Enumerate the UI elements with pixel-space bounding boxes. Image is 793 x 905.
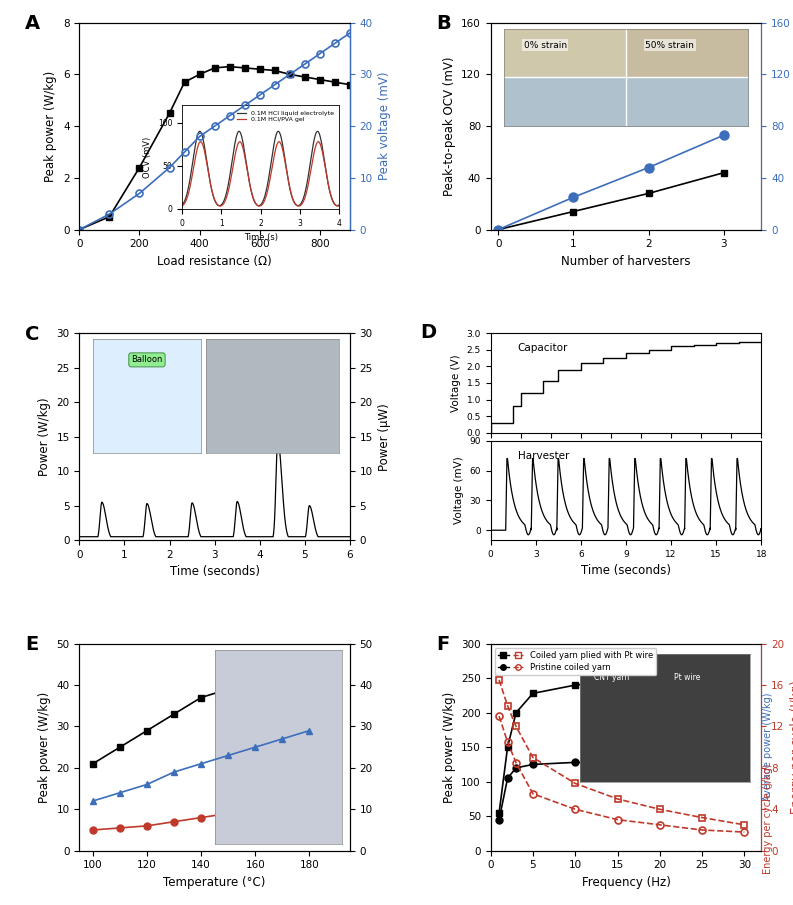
Text: Harvester: Harvester <box>518 451 569 461</box>
X-axis label: Load resistance (Ω): Load resistance (Ω) <box>157 255 272 268</box>
Text: A: A <box>25 14 40 33</box>
Y-axis label: Power (W/kg): Power (W/kg) <box>38 397 51 476</box>
Legend: Coiled yarn plied with Pt wire, Pristine coiled yarn: Coiled yarn plied with Pt wire, Pristine… <box>495 648 657 675</box>
Text: E: E <box>25 635 38 654</box>
Coiled yarn plied with Pt wire <box>570 680 580 691</box>
Y-axis label: Peak-to-peak OCV (mV): Peak-to-peak OCV (mV) <box>442 56 456 195</box>
Coiled yarn plied with Pt wire <box>528 688 538 699</box>
Pristine coiled yarn <box>570 757 580 767</box>
X-axis label: Time (seconds): Time (seconds) <box>170 566 259 578</box>
Y-axis label: Voltage (V): Voltage (V) <box>451 354 461 412</box>
Text: D: D <box>420 323 436 342</box>
Line: Coiled yarn plied with Pt wire: Coiled yarn plied with Pt wire <box>496 672 748 816</box>
Coiled yarn plied with Pt wire <box>697 672 707 682</box>
Text: Average power (W/kg): Average power (W/kg) <box>763 692 773 801</box>
Text: Capacitor: Capacitor <box>518 343 568 353</box>
Coiled yarn plied with Pt wire <box>494 807 504 818</box>
Pristine coiled yarn <box>697 757 707 767</box>
Text: F: F <box>436 635 450 654</box>
Y-axis label: Peak power (W/kg): Peak power (W/kg) <box>38 691 51 803</box>
Y-axis label: Voltage (mV): Voltage (mV) <box>454 456 464 524</box>
Pristine coiled yarn <box>503 773 512 784</box>
Pristine coiled yarn <box>511 762 521 773</box>
Coiled yarn plied with Pt wire <box>511 708 521 719</box>
Y-axis label: Peak power (W/kg): Peak power (W/kg) <box>44 71 57 182</box>
Coiled yarn plied with Pt wire <box>503 742 512 753</box>
Pristine coiled yarn <box>740 757 749 768</box>
Pristine coiled yarn <box>528 759 538 770</box>
Y-axis label: Energy per cycle (J/kg): Energy per cycle (J/kg) <box>790 681 793 814</box>
X-axis label: Time (seconds): Time (seconds) <box>581 565 671 577</box>
Text: B: B <box>436 14 451 33</box>
Y-axis label: Peak voltage (mV): Peak voltage (mV) <box>378 71 391 180</box>
X-axis label: Temperature (°C): Temperature (°C) <box>163 876 266 889</box>
X-axis label: Number of harvesters: Number of harvesters <box>561 255 691 268</box>
Pristine coiled yarn <box>494 814 504 825</box>
Y-axis label: Power (μW): Power (μW) <box>378 403 392 471</box>
Y-axis label: Peak power (W/kg): Peak power (W/kg) <box>442 691 456 803</box>
Line: Pristine coiled yarn: Pristine coiled yarn <box>496 759 748 824</box>
Coiled yarn plied with Pt wire <box>655 672 665 683</box>
Text: C: C <box>25 325 40 344</box>
Pristine coiled yarn <box>655 757 665 767</box>
Coiled yarn plied with Pt wire <box>740 671 749 681</box>
Coiled yarn plied with Pt wire <box>613 675 623 686</box>
Text: Energy per cycle (J/kg): Energy per cycle (J/kg) <box>763 764 773 874</box>
Pristine coiled yarn <box>613 757 623 767</box>
X-axis label: Frequency (Hz): Frequency (Hz) <box>581 876 670 889</box>
